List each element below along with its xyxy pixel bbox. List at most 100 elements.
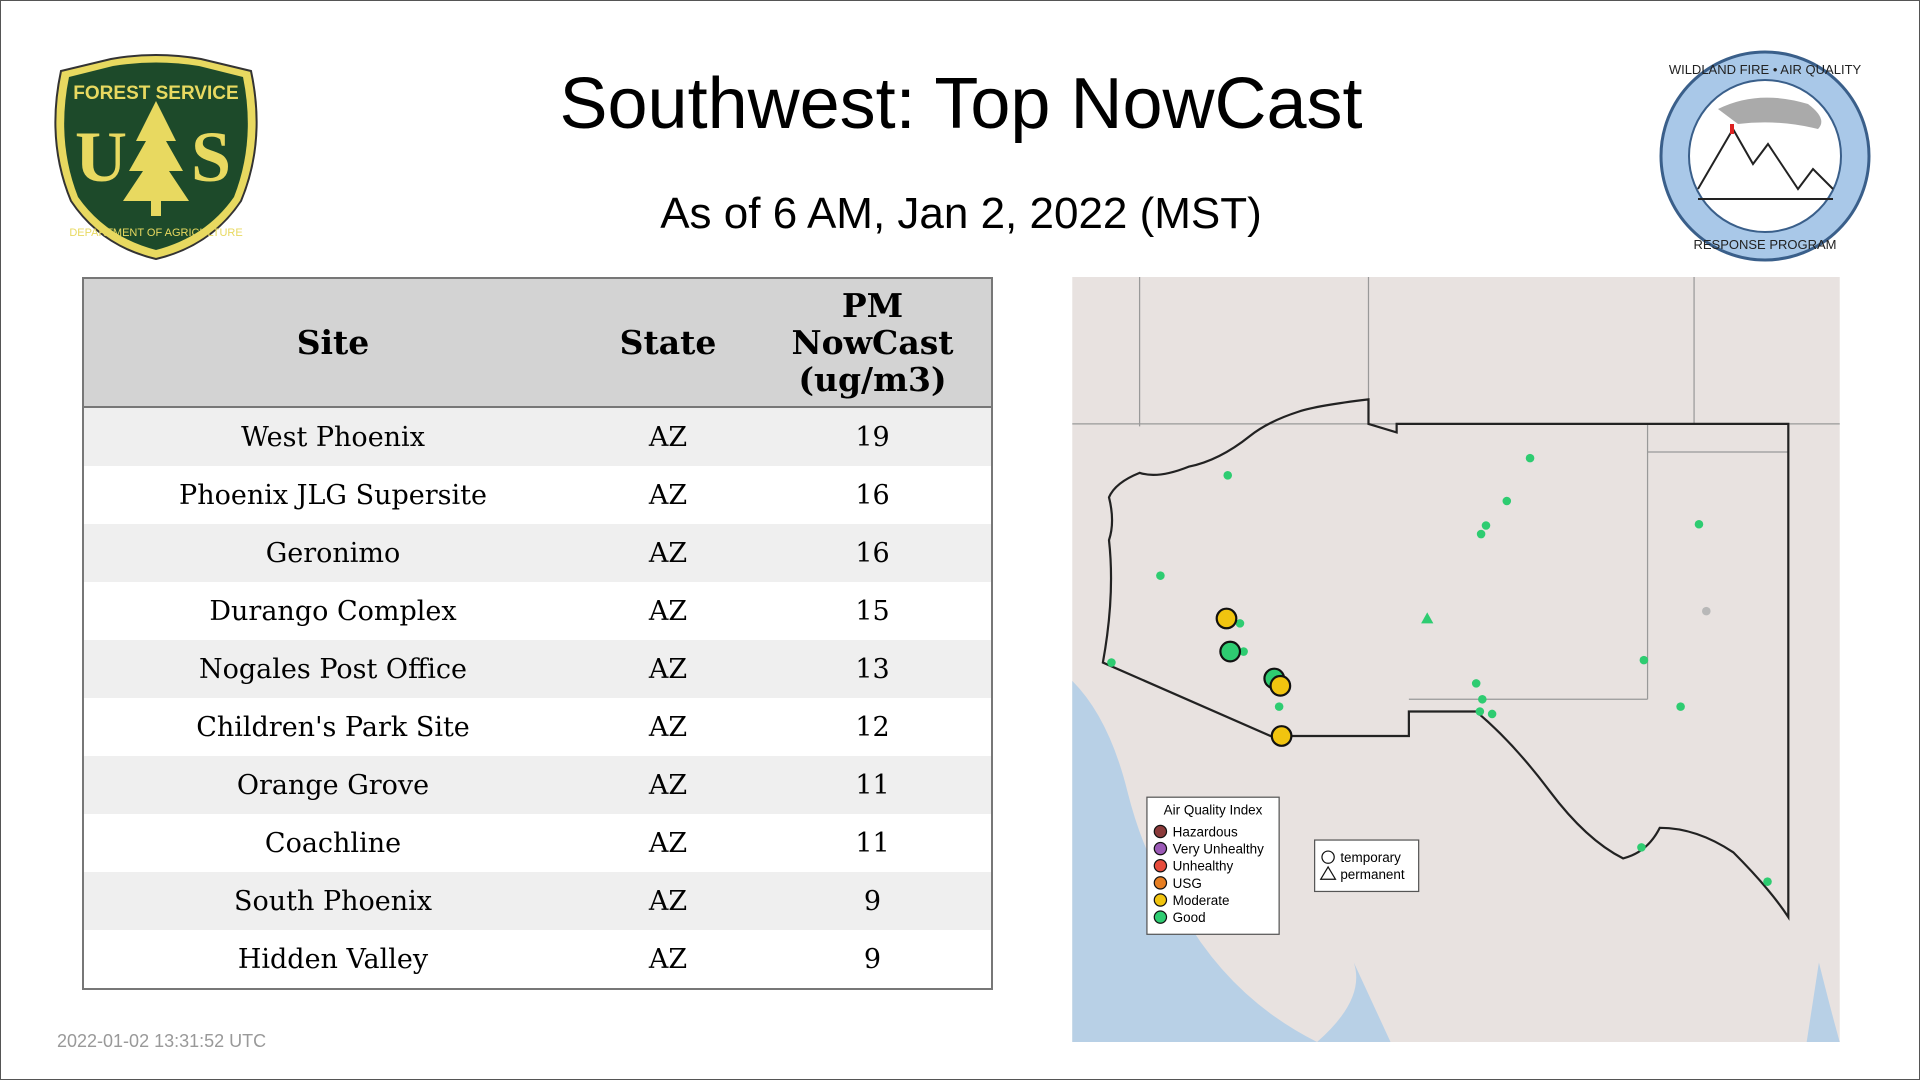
generated-timestamp: 2022-01-02 13:31:52 UTC xyxy=(57,1031,267,1051)
legend-box xyxy=(1146,796,1280,935)
site-marker-good xyxy=(1475,707,1485,716)
site-marker-good xyxy=(1481,521,1491,530)
cell-site: Coachline xyxy=(83,814,582,872)
legend-label: Moderate xyxy=(1173,893,1230,908)
legend-label: Unhealthy xyxy=(1173,859,1234,874)
table-row: Coachline AZ 11 xyxy=(83,814,992,872)
cell-value: 15 xyxy=(754,582,992,640)
site-marker-good xyxy=(1637,843,1646,852)
table-row: Phoenix JLG Supersite AZ 16 xyxy=(83,466,992,524)
cell-state: AZ xyxy=(582,930,754,989)
site-marker-good xyxy=(1478,694,1487,704)
table-row: Orange Grove AZ 11 xyxy=(83,756,992,814)
cell-state: AZ xyxy=(582,466,754,524)
svg-text:RESPONSE PROGRAM: RESPONSE PROGRAM xyxy=(1693,237,1836,252)
cell-site: Nogales Post Office xyxy=(83,640,582,698)
gulf-of-mexico xyxy=(1806,962,1840,1042)
cell-value: 16 xyxy=(754,466,992,524)
site-marker-moderate xyxy=(1215,607,1238,630)
wildland-fire-air-quality-logo: WILDLAND FIRE • AIR QUALITY RESPONSE PRO… xyxy=(1659,50,1871,262)
gulf-of-california xyxy=(1072,680,1318,1042)
site-marker-moderate xyxy=(1269,674,1292,697)
legend-box xyxy=(1314,839,1420,893)
top-nowcast-table: Site State PM NowCast (ug/m3) West Phoen… xyxy=(82,277,993,990)
svg-text:S: S xyxy=(191,117,231,197)
legend-swatch-moderate xyxy=(1153,893,1168,907)
svg-text:DEPARTMENT OF AGRICULTURE: DEPARTMENT OF AGRICULTURE xyxy=(69,227,242,239)
table-row: Hidden Valley AZ 9 xyxy=(83,930,992,989)
site-marker-good xyxy=(1502,496,1512,506)
site-marker-good xyxy=(1471,679,1481,688)
legend-label: USG xyxy=(1173,876,1202,891)
header-line: NowCast xyxy=(791,323,954,362)
legend-swatch-good xyxy=(1153,910,1168,924)
cell-state: AZ xyxy=(582,640,754,698)
site-marker-good xyxy=(1274,702,1284,711)
cell-site: Geronimo xyxy=(83,524,582,582)
cell-site: Phoenix JLG Supersite xyxy=(83,466,582,524)
legend-label-temporary: temporary xyxy=(1340,850,1401,865)
site-marker-good xyxy=(1235,619,1245,628)
column-header-site: Site xyxy=(83,278,582,408)
cell-value: 9 xyxy=(754,872,992,930)
table-row: Nogales Post Office AZ 13 xyxy=(83,640,992,698)
aqi-legend: Air Quality Index Hazardous Very Unhealthy… xyxy=(1146,796,1280,935)
legend-label: Good xyxy=(1173,910,1206,925)
site-marker-good xyxy=(1156,571,1165,580)
table-row: Durango Complex AZ 15 xyxy=(83,582,992,640)
site-marker-good xyxy=(1107,658,1116,667)
cell-state: AZ xyxy=(582,756,754,814)
cell-value: 11 xyxy=(754,756,992,814)
site-marker-good xyxy=(1487,709,1497,719)
column-header-pm-nowcast: PM NowCast (ug/m3) xyxy=(754,278,992,408)
header-line: (ug/m3) xyxy=(798,360,947,399)
region-outline xyxy=(1101,398,1790,921)
site-marker-good xyxy=(1239,647,1248,656)
forest-service-logo: FOREST SERVICE U S DEPARTMENT OF AGRICUL… xyxy=(54,54,258,261)
legend-label-permanent: permanent xyxy=(1340,867,1405,882)
cell-site: Durango Complex xyxy=(83,582,582,640)
site-marker-permanent-good xyxy=(1421,612,1434,624)
legend-swatch-very-unhealthy xyxy=(1153,841,1168,856)
page-subtitle: As of 6 AM, Jan 2, 2022 (MST) xyxy=(660,189,1262,238)
svg-text:FOREST SERVICE: FOREST SERVICE xyxy=(73,83,238,104)
cell-value: 19 xyxy=(754,407,992,466)
cell-site: Children's Park Site xyxy=(83,698,582,756)
cell-state: AZ xyxy=(582,524,754,582)
legend-swatch-hazardous xyxy=(1153,824,1168,839)
table-header-row: Site State PM NowCast (ug/m3) xyxy=(83,278,992,408)
site-type-legend: temporary permanent xyxy=(1314,839,1420,893)
page-title: Southwest: Top NowCast xyxy=(559,64,1363,144)
site-marker-good xyxy=(1694,519,1704,529)
legend-title: Air Quality Index xyxy=(1164,802,1263,817)
cell-value: 13 xyxy=(754,640,992,698)
cell-value: 16 xyxy=(754,524,992,582)
site-marker-good xyxy=(1763,877,1772,886)
cell-state: AZ xyxy=(582,872,754,930)
svg-text:WILDLAND FIRE • AIR QUALITY: WILDLAND FIRE • AIR QUALITY xyxy=(1669,62,1862,77)
legend-label: Very Unhealthy xyxy=(1173,842,1265,857)
legend-swatch-usg xyxy=(1153,876,1168,890)
table-row: Geronimo AZ 16 xyxy=(83,524,992,582)
legend-swatch-unhealthy xyxy=(1153,859,1168,873)
table-row: Children's Park Site AZ 12 xyxy=(83,698,992,756)
cell-state: AZ xyxy=(582,698,754,756)
cell-site: Orange Grove xyxy=(83,756,582,814)
site-marker-good xyxy=(1525,453,1535,463)
site-map[interactable]: Air Quality Index Hazardous Very Unhealthy… xyxy=(1072,277,1840,1042)
triangle-icon xyxy=(1319,865,1337,880)
table-row: South Phoenix AZ 9 xyxy=(83,872,992,930)
circle-icon xyxy=(1321,850,1335,864)
header-line: PM xyxy=(841,286,904,325)
site-marker-good xyxy=(1223,471,1233,480)
site-marker-good xyxy=(1676,702,1685,711)
cell-state: AZ xyxy=(582,407,754,466)
svg-text:U: U xyxy=(75,117,127,197)
cell-state: AZ xyxy=(582,582,754,640)
cell-site: South Phoenix xyxy=(83,872,582,930)
site-marker-good xyxy=(1639,655,1649,665)
cell-site: Hidden Valley xyxy=(83,930,582,989)
coast-water xyxy=(1317,962,1391,1042)
cell-site: West Phoenix xyxy=(83,407,582,466)
table-row: West Phoenix AZ 19 xyxy=(83,407,992,466)
